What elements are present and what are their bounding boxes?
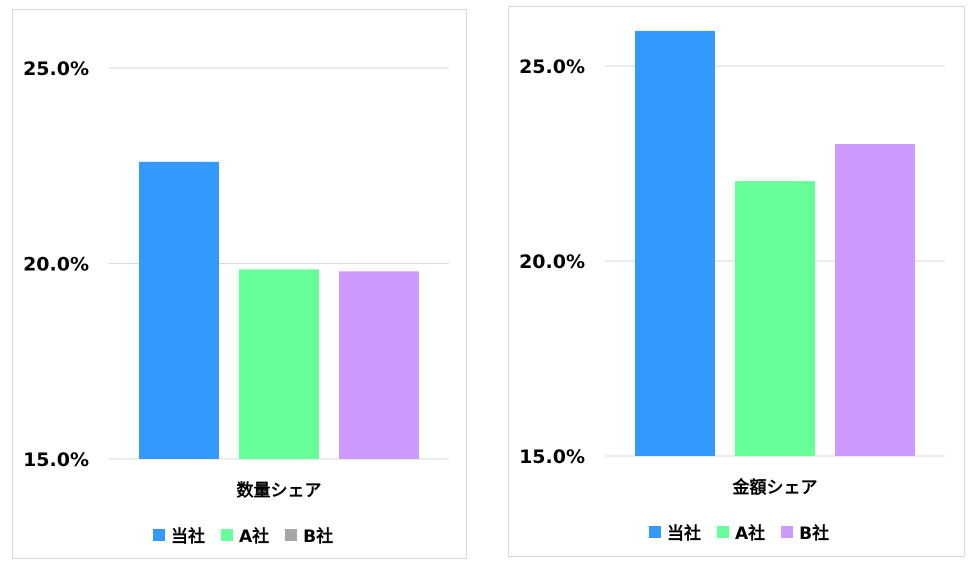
quantity-share-legend: 当社 A社 B社 [153,522,333,547]
bar-A社 [239,269,319,459]
legend-item: A社 [717,519,765,544]
y-tick-label: 20.0% [23,254,89,276]
legend-label: A社 [735,524,766,544]
y-tick-label: 25.0% [519,56,585,78]
x-axis-label: 金額シェア [732,477,818,498]
legend-swatch [285,528,298,541]
x-axis-label: 数量シェア [237,480,322,501]
legend-swatch [781,525,794,538]
chart-panel-quantity-share: 15.0% 20.0% 25.0% 数量シェア 当社 A社 B社 [12,9,467,559]
legend-label: A社 [239,527,270,547]
bar-A社 [735,181,815,457]
amount-share-chart: 15.0% 20.0% 25.0% 金額シェア [519,30,945,498]
legend-label: 当社 [667,524,701,544]
legend-label: 当社 [171,527,205,547]
y-tick-label: 15.0% [23,449,89,471]
legend-item: 当社 [153,522,205,547]
legend-swatch [717,525,729,538]
legend-item: A社 [221,522,269,547]
bar-B社 [835,144,915,456]
y-tick-label: 25.0% [23,58,89,80]
legend-item: B社 [781,519,829,544]
legend-item: 当社 [649,519,701,544]
legend-label: B社 [799,524,830,544]
bar-B社 [339,271,419,459]
y-tick-label: 15.0% [519,446,585,468]
bar-当社 [635,30,715,457]
chart-panel-amount-share: 15.0% 20.0% 25.0% 金額シェア 当社 A社 B社 [508,6,965,557]
legend-label: B社 [303,527,334,547]
quantity-share-chart: 15.0% 20.0% 25.0% 数量シェア [23,58,449,501]
legend-item: B社 [285,522,333,547]
y-tick-label: 20.0% [519,251,585,273]
bar-当社 [139,161,219,459]
legend-swatch [153,528,165,541]
amount-share-legend: 当社 A社 B社 [649,519,829,544]
legend-swatch [221,528,233,541]
legend-swatch [649,525,661,538]
